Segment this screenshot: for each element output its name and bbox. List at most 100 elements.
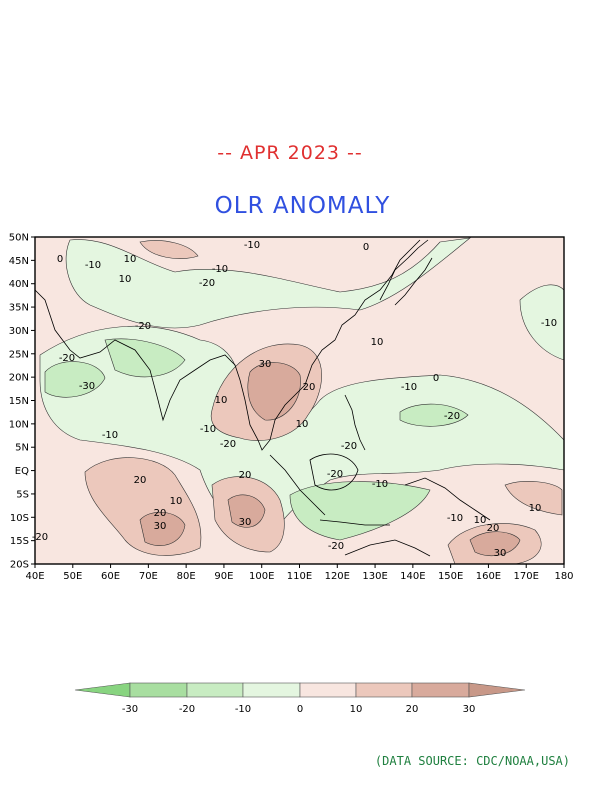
lat-tick-label: 10S [10,513,29,524]
region-north-pos [139,240,199,259]
contour-label: 10 [170,496,183,507]
region-north-neg [65,237,472,329]
region-io-east-core [227,494,266,528]
region-pacific-core [469,531,521,556]
colorbar-high-arrow [468,682,526,698]
contour-label: -20 [327,469,343,480]
lon-tick-label: 120E [325,571,350,582]
lat-tick-label: 40N [9,279,29,290]
contour-label: 10 [371,337,384,348]
contour-label: 10 [124,254,137,265]
lat-tick-label: EQ [15,466,29,477]
coast-korea-japan [379,239,429,301]
contour-label: 10 [119,274,132,285]
contour-label: -10 [447,513,463,524]
contour-label: -10 [102,430,118,441]
coast-japan-islands [394,257,433,306]
colorbar-segment [355,682,413,698]
contour-label: 20 [487,523,500,534]
colorbar: -30 -20 -10 0 10 20 30 [74,682,526,715]
contour-label: -20 [328,541,344,552]
colorbar-segment [186,682,244,698]
contour-label: -30 [79,381,95,392]
colorbar-label: -30 [122,704,138,715]
coastlines [34,239,491,557]
contour-label: -10 [244,240,260,251]
lat-tick-label: 10N [9,419,29,430]
coast-arabia-india [34,239,421,451]
contour-label: 0 [363,242,369,253]
coast-borneo [309,453,359,491]
region-philippine-neg [399,403,469,427]
coast-australia [344,539,431,557]
map-title: OLR ANOMALY [214,193,391,219]
lat-tick-label: 45N [9,256,29,267]
region-indonesia-neg [289,481,431,541]
lon-tick-label: 150E [438,571,463,582]
lon-tick-label: 160E [476,571,501,582]
contour-labels: 10-100-20-10010-20-20-1010-10-20-3030201… [32,240,557,559]
contour-label: -20 [220,439,236,450]
date-heading: -- APR 2023 -- [217,142,363,164]
lon-tick-label: 60E [101,571,120,582]
lat-tick-label: 5N [15,443,29,454]
contour-label: 10 [215,395,228,406]
coast-new-guinea [404,477,491,521]
lon-tick-label: 170E [514,571,539,582]
contour-label: -20 [341,441,357,452]
contour-label: 20 [303,382,316,393]
contour-label: 30 [239,517,252,528]
lon-tick-label: 100E [249,571,274,582]
contour-label: 0 [433,373,439,384]
contour-label: 30 [494,548,507,559]
region-arabian-sea-neg [44,361,106,398]
contour-label: -20 [135,321,151,332]
contour-label: -10 [85,260,101,271]
lon-tick-label: 80E [177,571,196,582]
lon-tick-label: 180 [554,571,573,582]
lon-tick-label: 70E [139,571,158,582]
lat-tick-label: 50N [9,233,29,244]
contour-label: -10 [401,382,417,393]
region-india-neg [104,338,186,378]
contour-label: 10 [474,515,487,526]
region-io-west-core [139,512,186,546]
lat-tick-label: 5S [16,489,29,500]
colorbar-label: 0 [297,704,303,715]
lon-tick-label: 90E [214,571,233,582]
contour-label: 10 [529,503,542,514]
deep-negative-regions [44,338,469,541]
coast-java [319,519,390,526]
contour-label: -10 [200,424,216,435]
contour-label: -10 [212,264,228,275]
contour-label: -20 [32,532,48,543]
lat-tick-label: 15N [9,396,29,407]
strong-positive-regions [139,362,521,556]
colorbar-segment [411,682,470,698]
lat-tick-label: 25N [9,349,29,360]
colorbar-label: 20 [406,704,419,715]
lat-tick-label: 35N [9,303,29,314]
lat-tick-label: 15S [10,536,29,547]
coast-philippines [344,394,366,451]
lon-ticks: 40E 50E 60E 70E 80E 90E 100E 110E 120E 130E 140E 15… [25,564,574,582]
contour-label: 10 [296,419,309,430]
contour-label: 30 [154,521,167,532]
colorbar-label: -20 [179,704,195,715]
region-indochina-core [247,362,301,421]
lon-tick-label: 50E [63,571,82,582]
colorbar-label: 30 [463,704,476,715]
data-source-note: (DATA SOURCE: CDC/NOAA,USA) [374,754,570,768]
region-east-pos [504,481,563,516]
lat-tick-label: 20S [10,560,29,571]
colorbar-segment [242,682,301,698]
lat-ticks: 50N 45N 40N 35N 30N 25N 20N 15N 10N 5N EQ 5S 10S 15S 2… [9,233,35,571]
lon-tick-label: 110E [287,571,312,582]
colorbar-label: -10 [235,704,251,715]
contour-label: -20 [199,278,215,289]
contour-label: -20 [444,411,460,422]
contour-label: 20 [134,475,147,486]
contour-label: -10 [372,479,388,490]
lon-tick-label: 130E [362,571,387,582]
